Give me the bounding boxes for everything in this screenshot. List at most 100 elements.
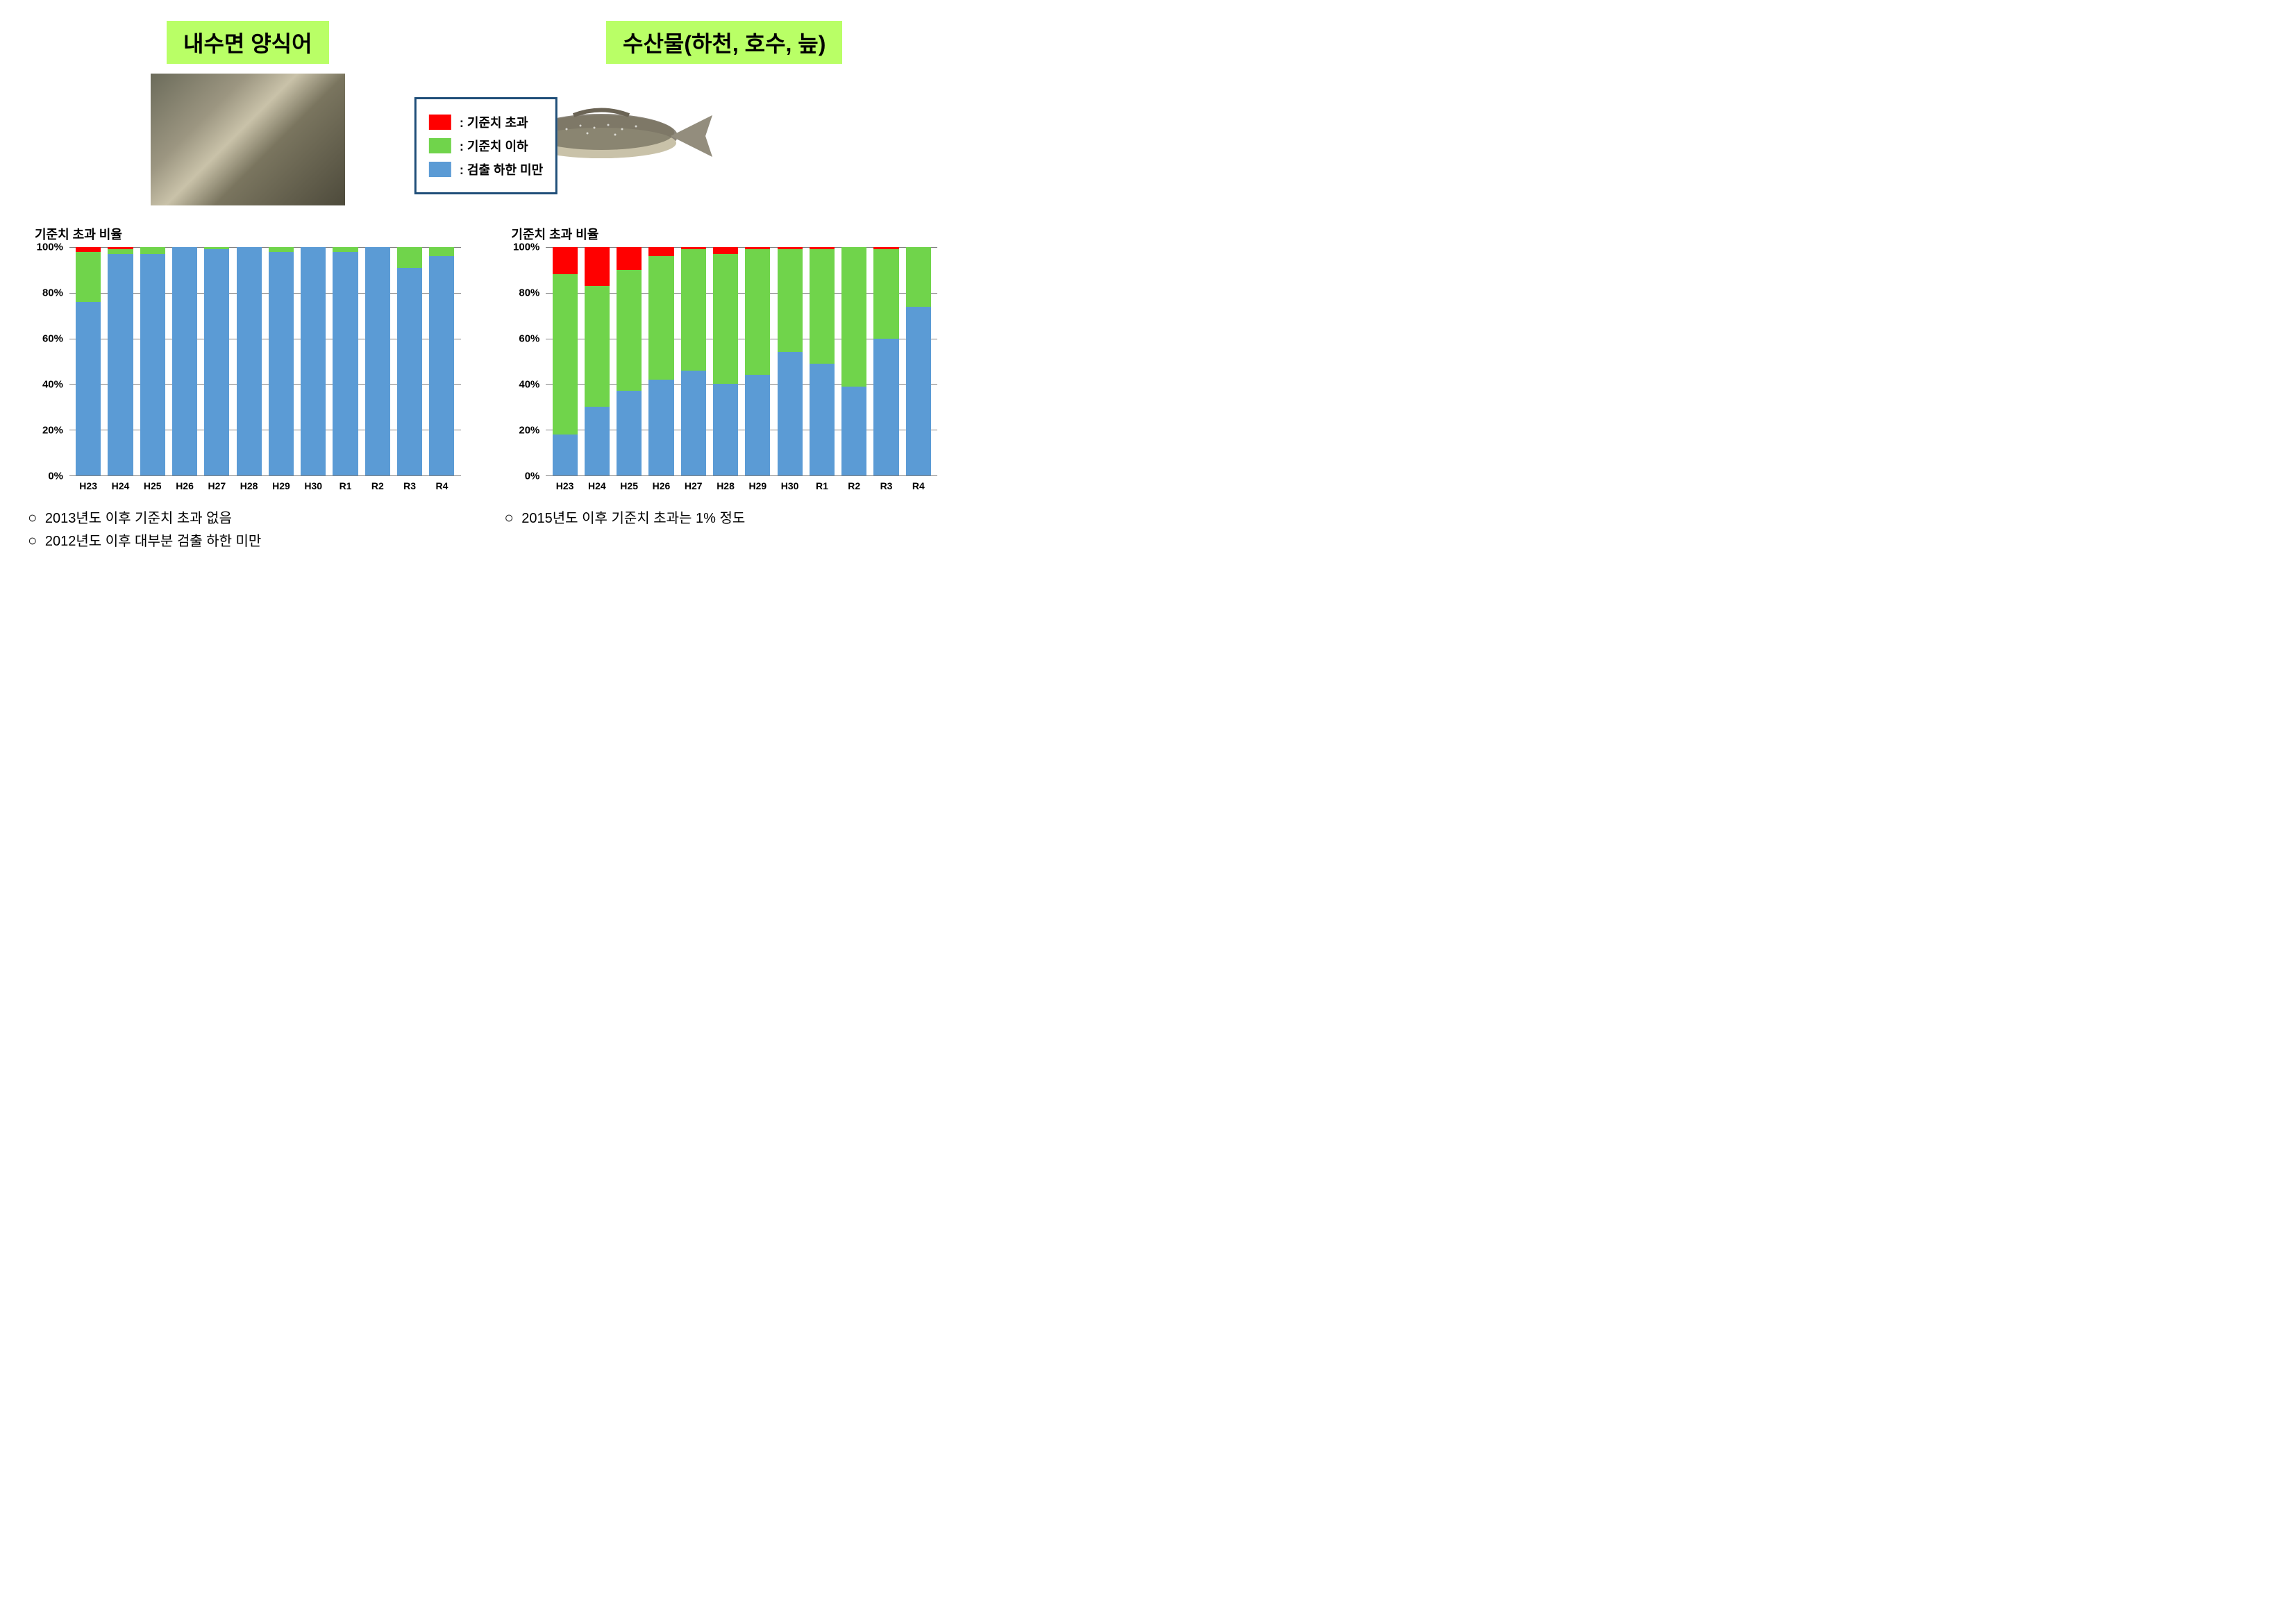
bar-segment-under_limit (237, 247, 262, 475)
bullet-icon: ○ (28, 532, 37, 549)
legend-item-underlimit: : 검출 하한 미만 (429, 160, 543, 178)
bar-segment-under_limit (681, 371, 706, 475)
bar-segment-under_limit (301, 247, 326, 475)
bar-segment-under_limit (810, 364, 835, 475)
bar-segment-exceed (553, 247, 578, 274)
bar (237, 247, 262, 475)
bar-segment-below (429, 247, 454, 256)
left-title: 내수면 양식어 (167, 21, 329, 64)
left-chart: 0%20%40%60%80%100%H23H24H25H26H27H28H29H… (28, 247, 468, 497)
bar-segment-below (778, 249, 803, 352)
legend-item-exceed: : 기준치 초과 (429, 113, 543, 131)
bar (617, 247, 642, 475)
bar (172, 247, 197, 475)
right-chart-section: 기준치 초과 비율 0%20%40%60%80%100%H23H24H25H26… (504, 212, 944, 553)
header-section: 내수면 양식어 수산물(하천, 호수, 늪) (28, 21, 944, 205)
bar-segment-below (906, 247, 931, 307)
note-text: 2012년도 이후 대부분 검출 하한 미만 (41, 534, 261, 549)
right-chart: 0%20%40%60%80%100%H23H24H25H26H27H28H29H… (504, 247, 944, 497)
x-axis: H23H24H25H26H27H28H29H30R1R2R3R4 (69, 478, 461, 497)
plot-area (69, 247, 461, 476)
x-tick-label: H26 (172, 478, 197, 497)
right-notes: ○ 2015년도 이후 기준치 초과는 1% 정도 (504, 507, 944, 527)
bar (873, 247, 898, 475)
left-header: 내수면 양식어 (28, 21, 468, 205)
bar-segment-exceed (617, 247, 642, 270)
bar-segment-below (397, 247, 422, 268)
x-tick-label: H30 (301, 478, 326, 497)
note-line: ○ 2013년도 이후 기준치 초과 없음 (28, 507, 468, 527)
bar (553, 247, 578, 475)
bar-segment-below (553, 274, 578, 434)
bar-segment-exceed (648, 247, 673, 256)
bar-segment-under_limit (108, 254, 133, 475)
bar-segment-exceed (713, 247, 738, 254)
legend-label: : 기준치 초과 (460, 113, 528, 131)
bar-segment-below (681, 249, 706, 370)
y-tick-label: 100% (37, 242, 63, 253)
x-tick-label: H25 (617, 478, 642, 497)
right-title: 수산물(하천, 호수, 늪) (606, 21, 842, 64)
bar-segment-under_limit (873, 339, 898, 475)
bar-segment-below (585, 286, 610, 407)
bar (810, 247, 835, 475)
bar-segment-below (140, 247, 165, 254)
x-tick-label: R1 (810, 478, 835, 497)
bar (585, 247, 610, 475)
y-tick-label: 40% (519, 379, 539, 391)
note-line: ○ 2012년도 이후 대부분 검출 하한 미만 (28, 530, 468, 550)
note-text: 2015년도 이후 기준치 초과는 1% 정도 (518, 511, 746, 526)
bars-container (69, 247, 461, 475)
x-tick-label: H24 (108, 478, 133, 497)
x-tick-label: H26 (648, 478, 673, 497)
bar-segment-below (841, 247, 866, 387)
bar-segment-under_limit (365, 247, 390, 475)
bar (681, 247, 706, 475)
bar (140, 247, 165, 475)
bar (301, 247, 326, 475)
bar-segment-below (333, 247, 358, 252)
bullet-icon: ○ (504, 509, 513, 526)
bar (76, 247, 101, 475)
x-tick-label: H27 (204, 478, 229, 497)
x-tick-label: H29 (745, 478, 770, 497)
bar-segment-under_limit (713, 384, 738, 475)
y-tick-label: 80% (519, 287, 539, 299)
bar-segment-below (713, 254, 738, 385)
bar-segment-below (873, 249, 898, 338)
x-tick-label: R4 (906, 478, 931, 497)
legend: : 기준치 초과 : 기준치 이하 : 검출 하한 미만 (414, 97, 558, 194)
bar-segment-below (745, 249, 770, 375)
bar (269, 247, 294, 475)
x-tick-label: R1 (333, 478, 358, 497)
bar-segment-under_limit (140, 254, 165, 475)
x-tick-label: R2 (841, 478, 866, 497)
x-tick-label: H30 (778, 478, 803, 497)
y-tick-label: 100% (513, 242, 539, 253)
bar-segment-below (76, 252, 101, 302)
bar-segment-below (108, 249, 133, 254)
y-axis: 0%20%40%60%80%100% (28, 247, 66, 476)
x-tick-label: H23 (553, 478, 578, 497)
grid-line (69, 475, 461, 476)
x-tick-label: R3 (873, 478, 898, 497)
x-tick-label: H23 (76, 478, 101, 497)
bar-segment-under_limit (172, 247, 197, 475)
y-tick-label: 0% (48, 471, 63, 482)
bars-container (546, 247, 937, 475)
left-notes: ○ 2013년도 이후 기준치 초과 없음 ○ 2012년도 이후 대부분 검출 … (28, 507, 468, 550)
y-tick-label: 40% (42, 379, 63, 391)
y-tick-label: 20% (519, 425, 539, 437)
bar (333, 247, 358, 475)
x-tick-label: H29 (269, 478, 294, 497)
bar-segment-below (648, 256, 673, 380)
y-tick-label: 80% (42, 287, 63, 299)
bar-segment-exceed (76, 247, 101, 252)
bar (778, 247, 803, 475)
bar-segment-under_limit (906, 307, 931, 475)
bar-segment-below (269, 247, 294, 252)
bar-segment-under_limit (841, 387, 866, 475)
bar-segment-under_limit (269, 252, 294, 475)
farmed-fish-image (151, 74, 345, 205)
right-chart-title: 기준치 초과 비율 (511, 225, 944, 243)
